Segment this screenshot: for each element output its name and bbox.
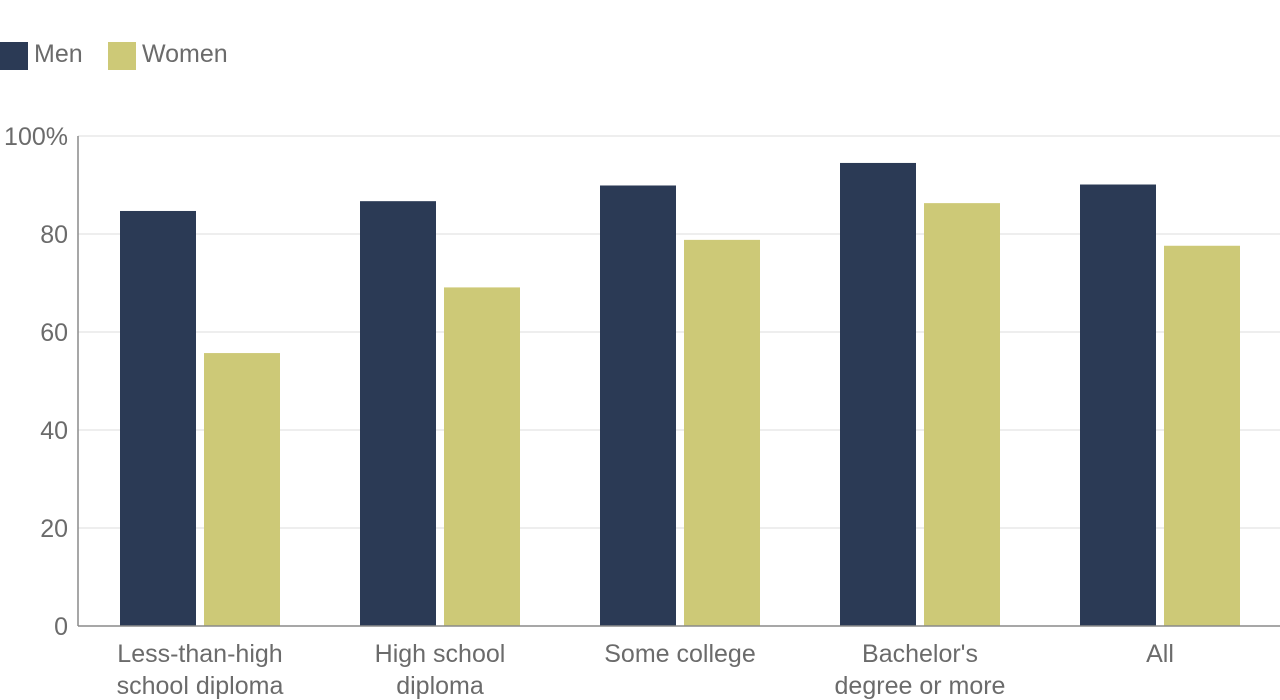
- bar-men: [120, 210, 196, 626]
- x-category-label: Bachelor's: [862, 640, 978, 668]
- x-category-label: Less-than-high: [117, 640, 282, 668]
- bar-men: [1080, 184, 1156, 626]
- x-category-label: diploma: [396, 672, 484, 700]
- y-tick-label: 100%: [4, 123, 68, 151]
- y-tick-label: 40: [40, 417, 68, 445]
- y-tick-label: 0: [54, 613, 68, 641]
- y-tick-label: 20: [40, 515, 68, 543]
- x-category-label: Some college: [604, 640, 755, 668]
- x-category-label: High school: [375, 640, 506, 668]
- bar-men: [360, 201, 436, 627]
- x-axis-labels: Less-than-high school diploma High school d…: [117, 640, 1174, 700]
- y-axis-ticks: 0 20 40 60 80 100%: [4, 123, 68, 641]
- bar-women: [684, 239, 760, 626]
- legend-swatch-women: [108, 42, 136, 70]
- bar-women: [924, 203, 1000, 626]
- x-category-label: school diploma: [117, 672, 284, 700]
- bar-men: [600, 185, 676, 627]
- legend-label-women: Women: [142, 40, 228, 68]
- bar-women: [1164, 245, 1240, 626]
- x-category-label: All: [1146, 640, 1174, 668]
- bar-men: [840, 162, 916, 626]
- bars: [120, 162, 1240, 627]
- y-tick-label: 60: [40, 319, 68, 347]
- legend: Men Women: [0, 40, 228, 70]
- x-category-label: degree or more: [835, 672, 1006, 700]
- bar-women: [204, 353, 280, 626]
- bar-women: [444, 287, 520, 626]
- y-tick-label: 80: [40, 221, 68, 249]
- legend-swatch-men: [0, 42, 28, 70]
- legend-label-men: Men: [34, 40, 83, 68]
